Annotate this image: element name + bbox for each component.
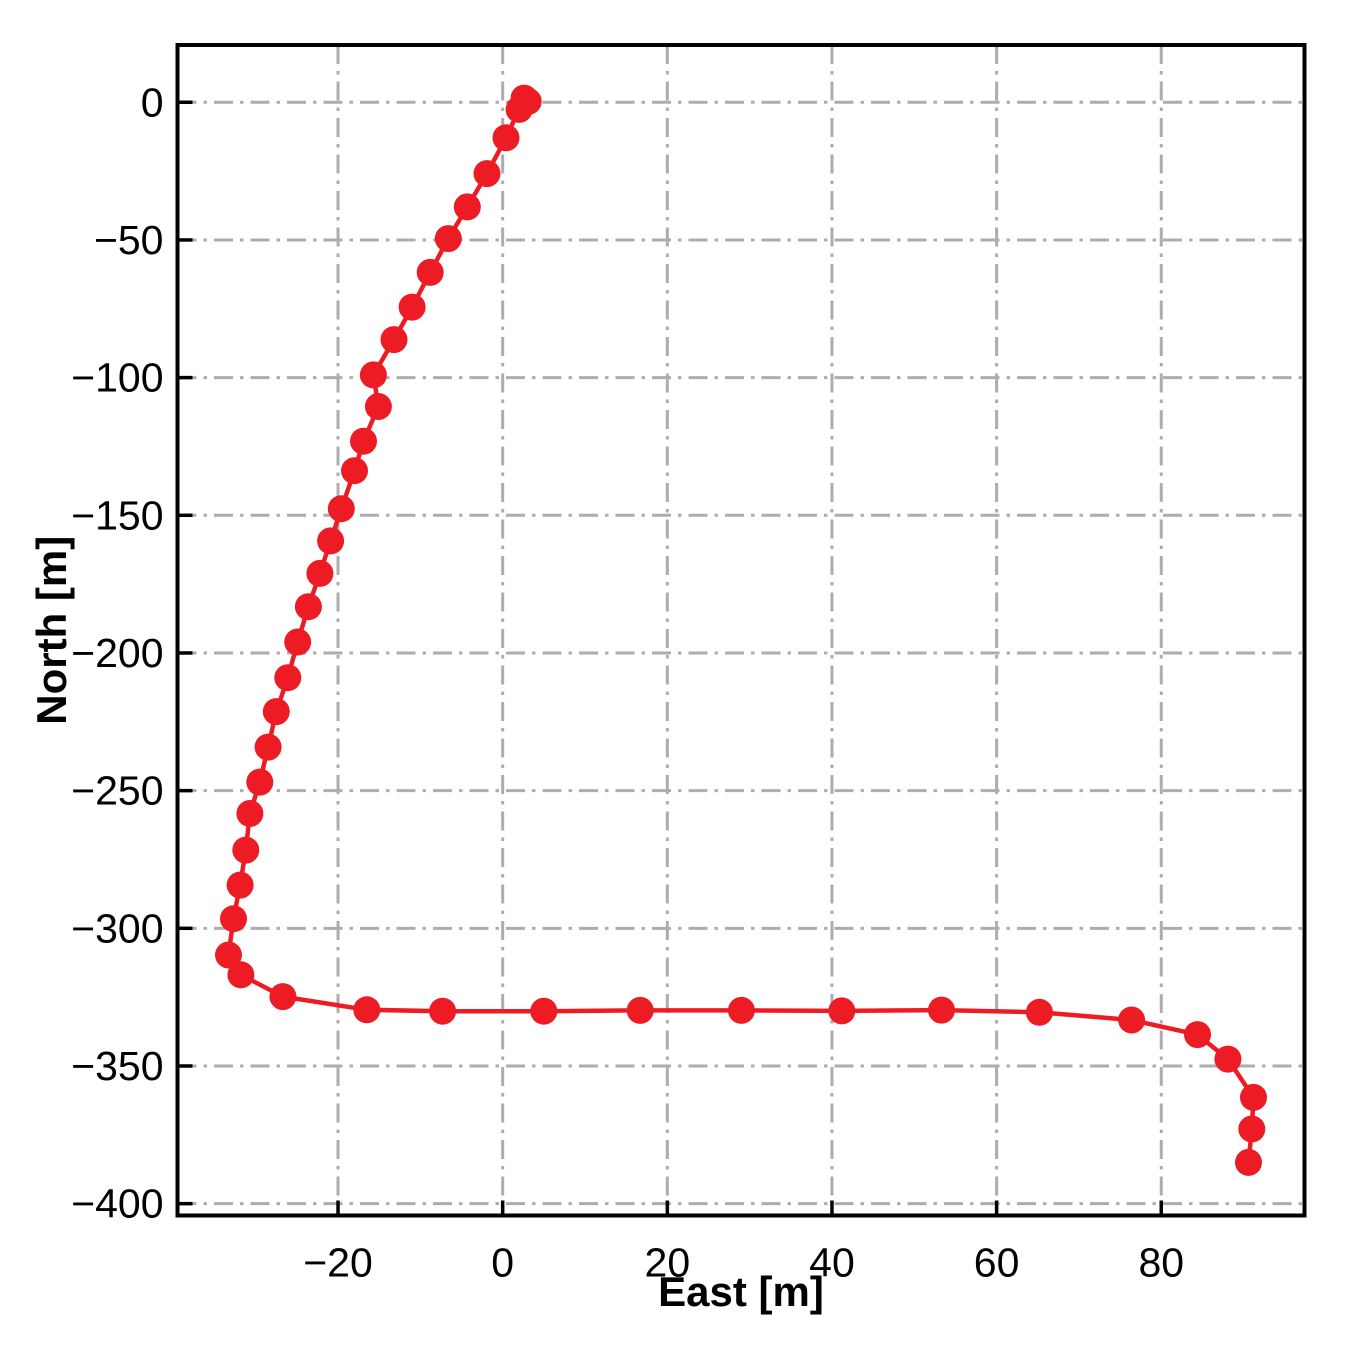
data-point <box>306 559 334 587</box>
data-point <box>928 996 955 1024</box>
data-point <box>327 495 355 523</box>
x-tick-label: 20 <box>645 1240 691 1286</box>
y-tick-label: −250 <box>71 768 163 814</box>
x-tick-label: 40 <box>809 1240 855 1286</box>
x-tick-label: 60 <box>974 1240 1020 1286</box>
y-tick-label: −50 <box>94 217 164 263</box>
data-point <box>227 961 255 989</box>
data-point <box>274 664 302 692</box>
data-point <box>254 733 282 761</box>
x-tick-label: 0 <box>491 1240 514 1286</box>
y-tick-label: −350 <box>71 1043 163 1089</box>
data-point <box>1184 1021 1211 1049</box>
data-point <box>727 996 755 1024</box>
data-point <box>341 457 368 485</box>
data-point <box>380 326 408 354</box>
x-tick-label: 80 <box>1138 1240 1184 1286</box>
data-point <box>294 593 322 621</box>
axis-ticks <box>177 100 1164 1216</box>
data-point <box>416 258 444 286</box>
data-point <box>350 427 377 455</box>
y-tick-label: 0 <box>141 79 164 125</box>
data-point <box>353 996 381 1024</box>
data-point <box>364 393 392 420</box>
data-point <box>429 997 457 1025</box>
y-axis-label: North [m] <box>28 536 75 725</box>
y-tick-label: −100 <box>71 355 163 401</box>
data-point <box>626 996 654 1024</box>
data-point <box>434 225 462 253</box>
data-point <box>473 160 501 188</box>
data-point <box>492 124 520 152</box>
y-tick-label: −200 <box>71 630 163 676</box>
data-point <box>1025 998 1053 1026</box>
data-point <box>1118 1006 1146 1034</box>
data-point <box>1214 1045 1242 1073</box>
grid-lines <box>177 45 1305 1216</box>
data-point <box>226 871 254 899</box>
data-point <box>284 628 312 656</box>
data-point <box>505 95 533 123</box>
data-point <box>530 997 558 1025</box>
data-point <box>317 527 345 555</box>
data-point <box>1240 1083 1267 1111</box>
data-point <box>1238 1115 1266 1143</box>
tick-labels: −20 0 20 40 60 800−50−100−150−200−250−300−350… <box>71 79 1184 1285</box>
data-point <box>453 193 481 221</box>
data-point <box>1235 1148 1262 1176</box>
y-tick-label: −150 <box>71 492 163 538</box>
data-point <box>232 836 260 864</box>
data-point <box>828 997 856 1025</box>
data-point <box>215 941 242 969</box>
y-tick-label: −300 <box>71 905 163 951</box>
data-point <box>236 800 264 827</box>
data-point <box>220 905 247 933</box>
data-point <box>398 293 426 321</box>
y-tick-label: −400 <box>71 1181 163 1227</box>
x-tick-label: −20 <box>303 1240 373 1286</box>
trajectory-series <box>215 84 1267 1176</box>
plot-border <box>175 43 1307 1218</box>
x-axis-label: East [m] <box>658 1268 824 1315</box>
data-point <box>246 768 274 796</box>
data-point <box>359 361 387 389</box>
data-point <box>262 698 290 726</box>
data-point <box>269 983 297 1011</box>
